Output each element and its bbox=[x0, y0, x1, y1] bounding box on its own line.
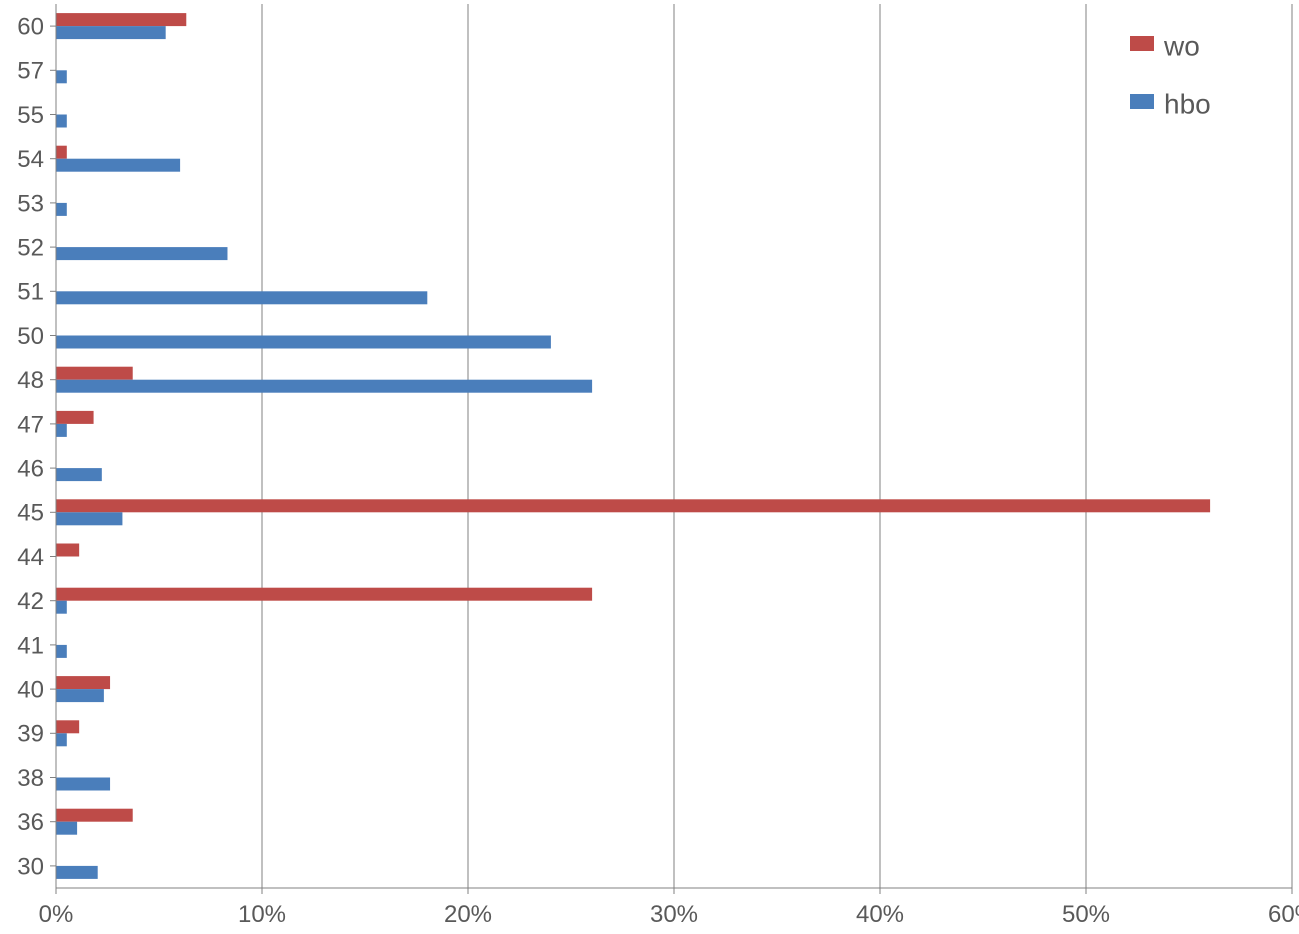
bar-chart: 0% 10% 20% 30% 40% 50% 60% 30 36 38 39 40 41 42 44 45 46… bbox=[0, 0, 1299, 934]
bar-wo bbox=[57, 411, 94, 424]
y-tick-label: 39 bbox=[17, 721, 44, 748]
bar-hbo bbox=[57, 291, 428, 304]
y-tick-label: 45 bbox=[17, 500, 44, 527]
bar-hbo bbox=[57, 336, 551, 349]
x-tick-label: 0% bbox=[39, 901, 74, 928]
bar-hbo bbox=[57, 689, 104, 702]
x-tick-label: 10% bbox=[238, 901, 286, 928]
bar-hbo bbox=[57, 778, 111, 791]
chart-container: 0% 10% 20% 30% 40% 50% 60% 30 36 38 39 40 41 42 44 45 46… bbox=[0, 0, 1299, 934]
bar-hbo bbox=[57, 866, 98, 879]
y-tick-label: 53 bbox=[17, 190, 44, 217]
bar-wo bbox=[57, 499, 1211, 512]
y-tick-label: 51 bbox=[17, 279, 44, 306]
x-tick-label: 30% bbox=[650, 901, 698, 928]
x-tick-label: 20% bbox=[444, 901, 492, 928]
y-tick-label: 47 bbox=[17, 411, 44, 438]
bar-wo bbox=[57, 13, 187, 26]
bar-hbo bbox=[57, 424, 67, 437]
bar-hbo bbox=[57, 822, 78, 835]
bar-hbo bbox=[57, 512, 123, 525]
y-tick-label: 60 bbox=[17, 14, 44, 41]
bar-hbo bbox=[57, 26, 166, 39]
legend-label-wo: wo bbox=[1163, 31, 1200, 62]
y-tick-label: 42 bbox=[17, 588, 44, 615]
bar-hbo bbox=[57, 468, 102, 481]
y-tick-label: 57 bbox=[17, 58, 44, 85]
y-tick-label: 40 bbox=[17, 677, 44, 704]
bar-hbo bbox=[57, 159, 181, 172]
y-tick-label: 41 bbox=[17, 632, 44, 659]
legend-swatch-hbo bbox=[1130, 94, 1154, 109]
bar-hbo bbox=[57, 645, 67, 658]
x-tick-label: 40% bbox=[856, 901, 904, 928]
y-tick-label: 30 bbox=[17, 853, 44, 880]
y-tick-label: 36 bbox=[17, 809, 44, 836]
bar-wo bbox=[57, 367, 133, 380]
y-tick-label: 46 bbox=[17, 456, 44, 483]
bar-hbo bbox=[57, 733, 67, 746]
bar-hbo bbox=[57, 601, 67, 614]
y-tick-label: 50 bbox=[17, 323, 44, 350]
y-tick-label: 52 bbox=[17, 235, 44, 262]
bar-hbo bbox=[57, 380, 593, 393]
y-tick-label: 44 bbox=[17, 544, 44, 571]
x-tick-label: 50% bbox=[1062, 901, 1110, 928]
bar-wo bbox=[57, 809, 133, 822]
legend-label-hbo: hbo bbox=[1164, 89, 1211, 120]
bar-hbo bbox=[57, 70, 67, 83]
y-tick-label: 38 bbox=[17, 765, 44, 792]
bar-wo bbox=[57, 588, 593, 601]
bar-hbo bbox=[57, 203, 67, 216]
x-tick-label: 60% bbox=[1268, 901, 1299, 928]
y-tick-label: 48 bbox=[17, 367, 44, 394]
bar-wo bbox=[57, 146, 67, 159]
bar-wo bbox=[57, 720, 80, 733]
bar-hbo bbox=[57, 115, 67, 128]
bar-hbo bbox=[57, 247, 228, 260]
y-tick-label: 54 bbox=[17, 146, 44, 173]
bar-wo bbox=[57, 676, 111, 689]
bar-wo bbox=[57, 544, 80, 557]
y-tick-label: 55 bbox=[17, 102, 44, 129]
legend-swatch-wo bbox=[1130, 36, 1154, 51]
